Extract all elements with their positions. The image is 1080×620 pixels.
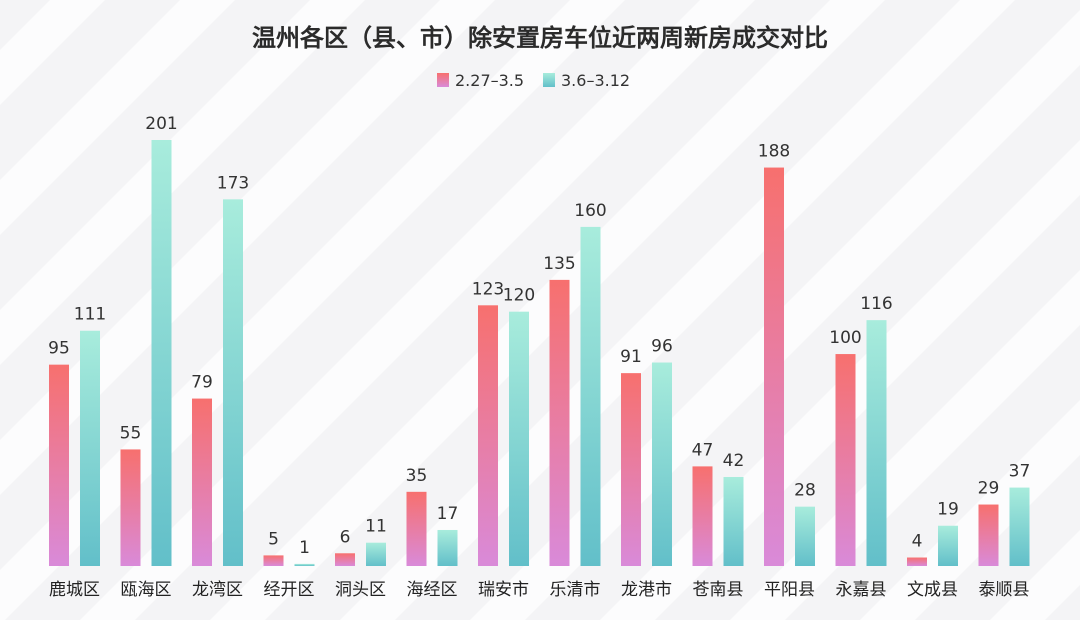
bar-苍南县-s2 bbox=[723, 476, 744, 566]
value-label-龙湾区-s1: 79 bbox=[191, 373, 213, 393]
value-label-平阳县-s2: 28 bbox=[794, 481, 816, 501]
value-label-平阳县-s1: 188 bbox=[758, 142, 790, 162]
bar-龙港市-s1 bbox=[621, 373, 641, 566]
bar-文成县-s2 bbox=[938, 525, 958, 566]
bar-永嘉县-s1 bbox=[835, 354, 856, 566]
value-label-海经区-s2: 17 bbox=[437, 504, 459, 524]
value-label-经开区-s1: 5 bbox=[268, 529, 279, 549]
value-label-苍南县-s1: 47 bbox=[692, 440, 714, 460]
category-label-瑞安市: 瑞安市 bbox=[478, 580, 529, 600]
bar-龙港市-s2 bbox=[652, 362, 672, 566]
value-label-鹿城区-s2: 111 bbox=[74, 305, 106, 325]
category-label-龙港市: 龙港市 bbox=[621, 580, 672, 600]
category-label-平阳县: 平阳县 bbox=[764, 580, 815, 600]
value-label-龙港市-s2: 96 bbox=[651, 337, 673, 357]
category-label-洞头区: 洞头区 bbox=[335, 580, 386, 600]
x-axis: 鹿城区 瓯海区 龙湾区 经开区 洞头区 海经区 瑞安市 乐清市 龙港市 苍南县 平阳县 永嘉县 文成县 泰… bbox=[49, 580, 1030, 600]
category-label-鹿城区: 鹿城区 bbox=[49, 580, 100, 600]
bar-龙湾区-s2 bbox=[223, 199, 243, 567]
bar-瓯海区-s2 bbox=[151, 140, 172, 566]
bar-平阳县-s1 bbox=[764, 167, 784, 566]
legend-label-1: 2.27–3.5 bbox=[455, 71, 524, 90]
value-label-龙湾区-s2: 173 bbox=[217, 173, 249, 193]
legend: 2.27–3.5 3.6–3.12 bbox=[437, 71, 630, 90]
value-label-文成县-s1: 4 bbox=[912, 532, 923, 552]
bar-瑞安市-s1 bbox=[478, 305, 498, 566]
bar-洞头区-s1 bbox=[335, 553, 355, 566]
value-label-瑞安市-s1: 123 bbox=[472, 279, 504, 299]
bar-龙湾区-s1 bbox=[192, 398, 212, 566]
value-label-鹿城区-s1: 95 bbox=[48, 339, 70, 359]
bar-文成县-s1 bbox=[907, 557, 927, 566]
chart-title: 温州各区（县、市）除安置房车位近两周新房成交对比 bbox=[252, 24, 828, 52]
value-label-瑞安市-s2: 120 bbox=[503, 286, 535, 306]
value-label-乐清市-s2: 160 bbox=[574, 201, 606, 221]
bar-鹿城区-s1 bbox=[49, 364, 69, 566]
value-label-瓯海区-s2: 201 bbox=[145, 114, 177, 134]
category-label-永嘉县: 永嘉县 bbox=[836, 580, 887, 600]
category-label-龙湾区: 龙湾区 bbox=[192, 580, 243, 600]
legend-label-2: 3.6–3.12 bbox=[561, 71, 630, 90]
legend-swatch-1 bbox=[437, 73, 449, 87]
legend-swatch-2 bbox=[543, 73, 555, 87]
value-label-永嘉县-s2: 116 bbox=[860, 294, 892, 314]
bar-泰顺县-s2 bbox=[1009, 487, 1030, 566]
value-label-洞头区-s1: 6 bbox=[340, 527, 351, 547]
bar-苍南县-s1 bbox=[692, 466, 713, 566]
value-label-乐清市-s1: 135 bbox=[543, 254, 575, 274]
bar-乐清市-s2 bbox=[580, 226, 601, 567]
bar-经开区-s2 bbox=[294, 563, 315, 566]
bar-鹿城区-s2 bbox=[80, 330, 100, 566]
bar-瑞安市-s2 bbox=[509, 311, 529, 566]
value-label-泰顺县-s2: 37 bbox=[1009, 462, 1031, 482]
value-label-苍南县-s2: 42 bbox=[723, 451, 745, 471]
category-label-文成县: 文成县 bbox=[907, 580, 958, 600]
category-label-经开区: 经开区 bbox=[264, 580, 315, 600]
category-label-乐清市: 乐清市 bbox=[550, 580, 601, 600]
bar-海经区-s2 bbox=[437, 529, 458, 566]
bar-永嘉县-s2 bbox=[866, 320, 887, 566]
bar-平阳县-s2 bbox=[795, 506, 815, 566]
value-label-经开区-s2: 1 bbox=[299, 538, 310, 558]
bar-瓯海区-s1 bbox=[120, 449, 141, 566]
bars-group bbox=[49, 140, 1030, 567]
bar-泰顺县-s1 bbox=[978, 504, 999, 566]
value-label-永嘉县-s1: 100 bbox=[829, 328, 861, 348]
category-label-海经区: 海经区 bbox=[407, 580, 458, 600]
bar-经开区-s1 bbox=[263, 555, 284, 566]
value-label-洞头区-s2: 11 bbox=[365, 517, 387, 537]
value-label-龙港市-s1: 91 bbox=[620, 347, 642, 367]
value-label-海经区-s1: 35 bbox=[406, 466, 428, 486]
category-label-泰顺县: 泰顺县 bbox=[979, 580, 1030, 600]
bar-海经区-s1 bbox=[406, 491, 427, 566]
value-label-泰顺县-s1: 29 bbox=[978, 479, 1000, 499]
bar-乐清市-s1 bbox=[549, 279, 570, 566]
value-label-文成县-s2: 19 bbox=[937, 500, 959, 520]
bar-洞头区-s2 bbox=[366, 542, 386, 566]
value-label-瓯海区-s1: 55 bbox=[120, 423, 142, 443]
category-label-苍南县: 苍南县 bbox=[693, 580, 744, 600]
category-label-瓯海区: 瓯海区 bbox=[121, 580, 172, 600]
